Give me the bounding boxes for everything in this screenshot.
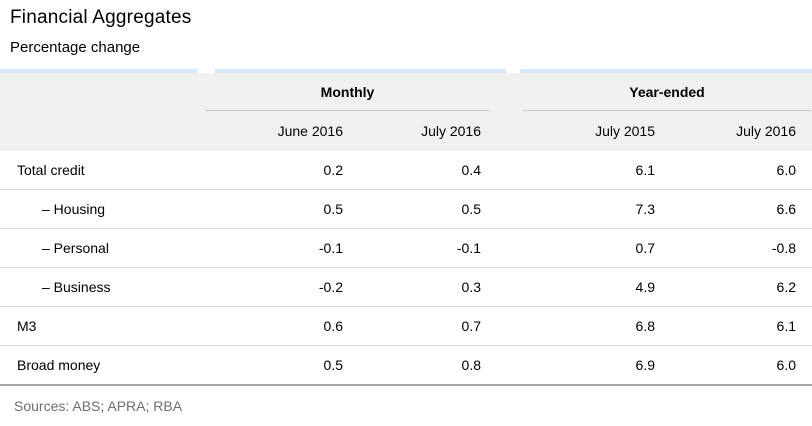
column-group-monthly: Monthly xyxy=(205,73,490,111)
cell-value: 6.1 xyxy=(635,162,655,178)
row-label: – Business xyxy=(42,279,111,295)
cell-value: 0.2 xyxy=(323,162,343,178)
row-m3: M3 0.6 0.7 6.8 6.1 xyxy=(0,307,812,346)
cell-value: 0.5 xyxy=(323,201,343,217)
cell-value: 6.0 xyxy=(776,357,796,373)
cell-value: 4.9 xyxy=(635,279,655,295)
row-label: – Housing xyxy=(42,201,106,217)
cell-value: 0.3 xyxy=(461,279,481,295)
column-header-july-2016-year-ended: July 2016 xyxy=(736,123,796,139)
row-broad-money: Broad money 0.5 0.8 6.9 6.0 xyxy=(0,346,812,386)
cell-value: -0.2 xyxy=(318,279,343,295)
sources-note: Sources: ABS; APRA; RBA xyxy=(14,398,183,414)
cell-value: 6.9 xyxy=(635,357,655,373)
cell-value: 0.5 xyxy=(461,201,481,217)
column-group-label: Monthly xyxy=(320,83,375,100)
column-group-gap xyxy=(490,73,523,111)
column-group-row: Monthly Year-ended xyxy=(0,73,812,111)
cell-value: -0.1 xyxy=(318,240,343,256)
row-total-credit: Total credit 0.2 0.4 6.1 6.0 xyxy=(0,151,812,190)
row-personal: – Personal -0.1 -0.1 0.7 -0.8 xyxy=(0,229,812,268)
financial-aggregates-table: Monthly Year-ended June 2016 July 2016 J… xyxy=(0,69,812,386)
top-rule-segment xyxy=(215,69,506,73)
row-label: Total credit xyxy=(17,162,85,178)
column-header-july-2016-monthly: July 2016 xyxy=(421,123,481,139)
top-rule-segment xyxy=(520,69,812,73)
table-top-rule xyxy=(0,69,812,73)
page-subtitle: Percentage change xyxy=(10,39,141,56)
row-housing: – Housing 0.5 0.5 7.3 6.6 xyxy=(0,190,812,229)
column-header-july-2015: July 2015 xyxy=(595,123,655,139)
cell-value: 6.0 xyxy=(776,162,796,178)
table-header: Monthly Year-ended June 2016 July 2016 J… xyxy=(0,73,812,151)
column-header-row: June 2016 July 2016 July 2015 July 2016 xyxy=(0,111,812,151)
cell-value: 7.3 xyxy=(635,201,655,217)
cell-value: 0.6 xyxy=(323,318,343,334)
cell-value: 6.1 xyxy=(776,318,796,334)
column-group-year-ended: Year-ended xyxy=(523,73,811,111)
page-title: Financial Aggregates xyxy=(10,7,192,28)
cell-value: -0.1 xyxy=(456,240,481,256)
top-rule-segment xyxy=(0,69,197,73)
cell-value: 6.8 xyxy=(635,318,655,334)
cell-value: 6.2 xyxy=(776,279,796,295)
column-header-june-2016: June 2016 xyxy=(277,123,343,139)
row-label: Broad money xyxy=(17,357,101,373)
cell-value: 0.5 xyxy=(323,357,343,373)
table-body: Total credit 0.2 0.4 6.1 6.0 – Housing 0… xyxy=(0,151,812,386)
row-label: M3 xyxy=(17,318,37,334)
column-group-label: Year-ended xyxy=(629,83,705,100)
row-business: – Business -0.2 0.3 4.9 6.2 xyxy=(0,268,812,307)
row-label: – Personal xyxy=(42,240,109,256)
cell-value: -0.8 xyxy=(771,240,796,256)
cell-value: 0.8 xyxy=(461,357,481,373)
cell-value: 0.4 xyxy=(461,162,481,178)
cell-value: 6.6 xyxy=(776,201,796,217)
cell-value: 0.7 xyxy=(461,318,481,334)
cell-value: 0.7 xyxy=(635,240,655,256)
